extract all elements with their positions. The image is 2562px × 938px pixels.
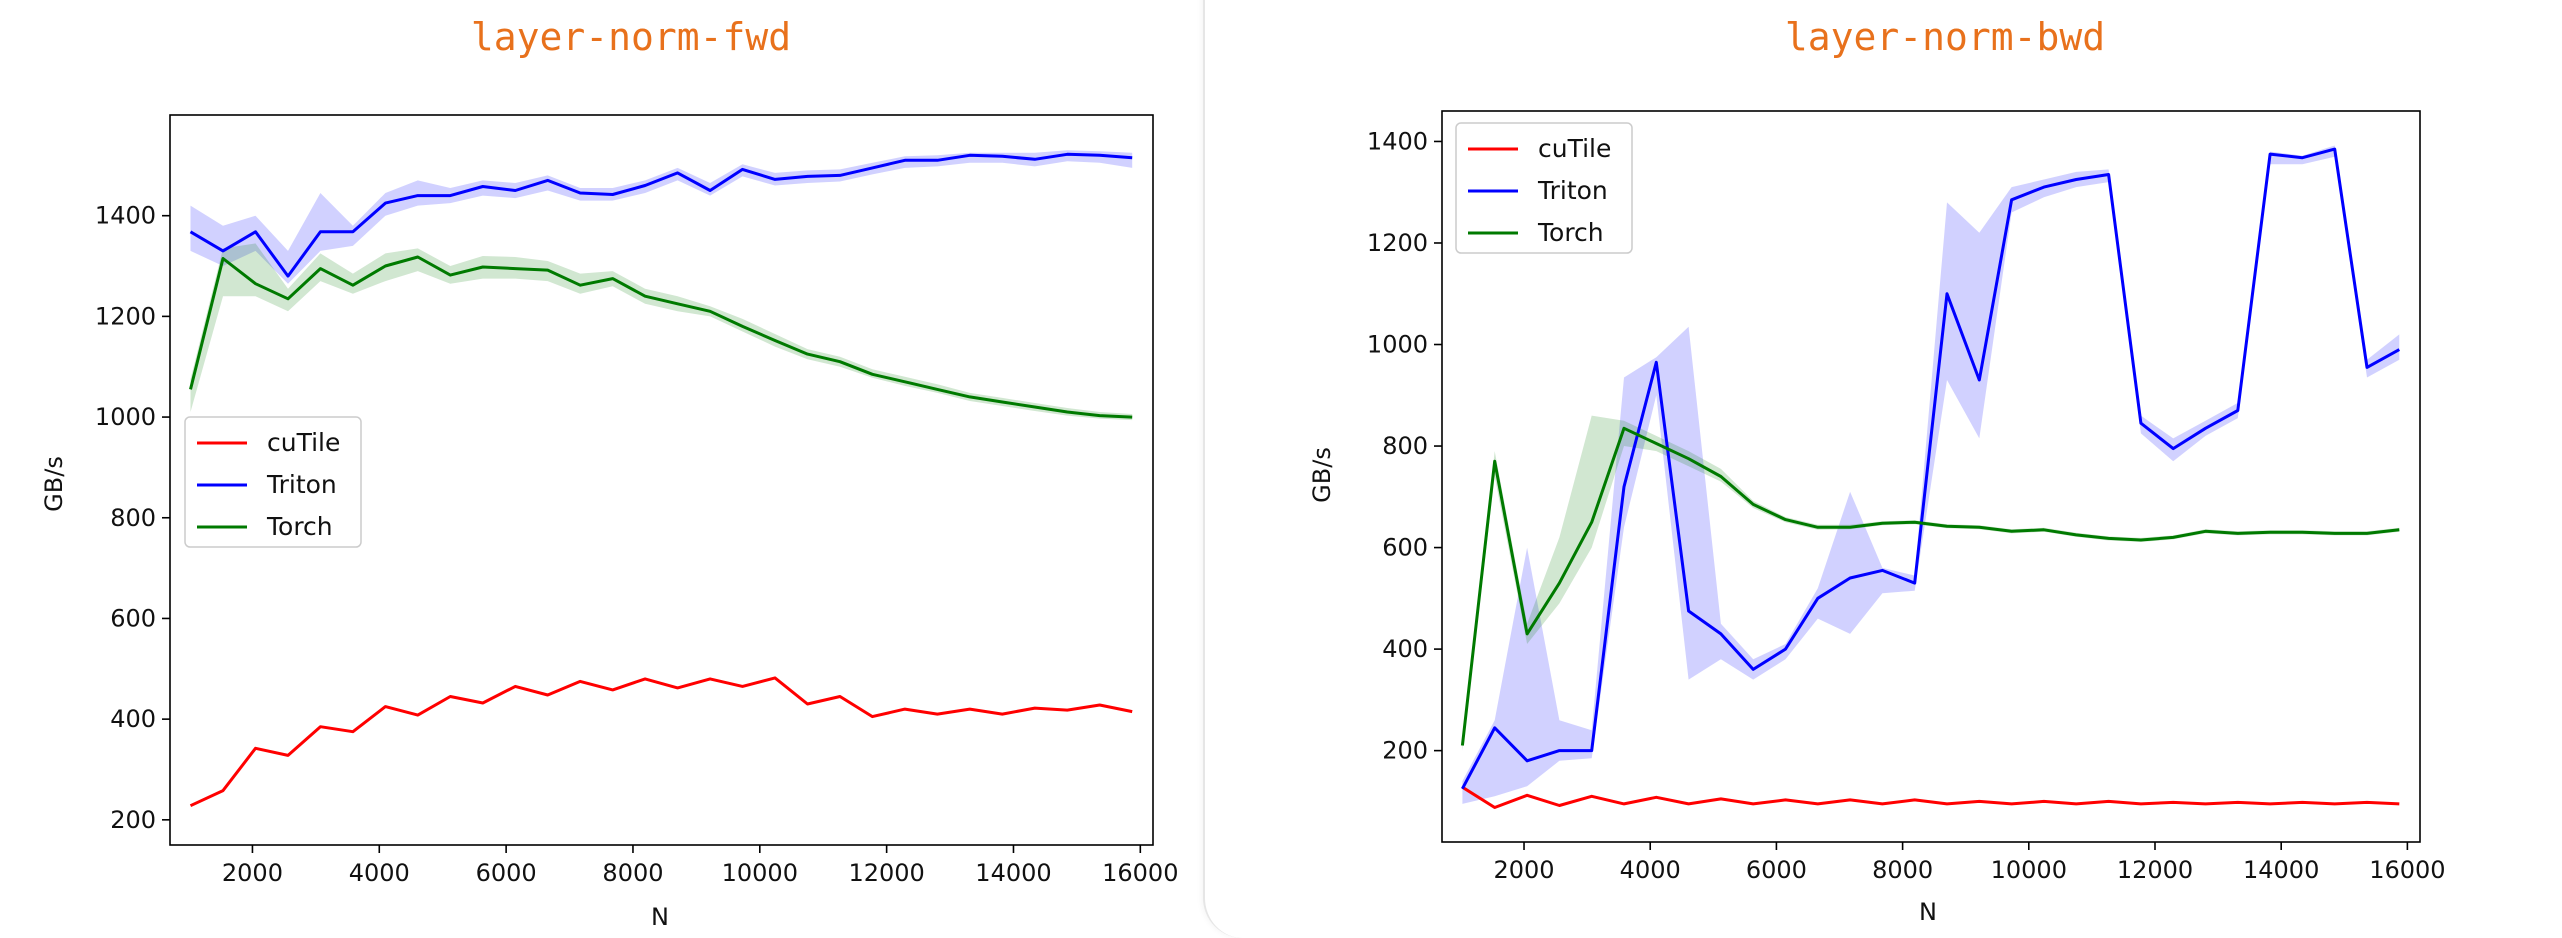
- legend-label-cutile: cuTile: [267, 428, 340, 457]
- y-axis-label: GB/s: [1308, 447, 1336, 503]
- x-tick-label: 8000: [602, 859, 663, 887]
- x-tick-label: 2000: [1493, 856, 1554, 884]
- x-tick-label: 16000: [2369, 856, 2445, 884]
- series-band-triton: [190, 150, 1133, 284]
- series-line-cutile: [1461, 785, 2400, 809]
- y-tick-label: 1400: [1367, 127, 1428, 155]
- series-band-triton: [1462, 145, 2400, 804]
- x-tick-label: 12000: [848, 859, 924, 887]
- y-tick-label: 800: [1382, 432, 1428, 460]
- y-tick-label: 200: [1382, 737, 1428, 765]
- x-tick-label: 4000: [349, 859, 410, 887]
- x-tick-label: 6000: [1746, 856, 1807, 884]
- legend-label-triton: Triton: [266, 470, 337, 499]
- y-tick-label: 600: [1382, 534, 1428, 562]
- y-tick-label: 600: [110, 604, 156, 632]
- series-line-triton: [189, 152, 1133, 278]
- chart-title: layer-norm-fwd: [471, 15, 791, 59]
- y-tick-label: 200: [110, 806, 156, 834]
- series-line-torch: [1460, 426, 2400, 746]
- legend-label-torch: Torch: [266, 512, 333, 541]
- y-tick-label: 1000: [1367, 331, 1428, 359]
- x-tick-label: 2000: [222, 859, 283, 887]
- x-tick-label: 14000: [2243, 856, 2319, 884]
- legend-label-torch: Torch: [1537, 218, 1604, 247]
- series-line-cutile: [189, 676, 1133, 808]
- series-band-torch: [190, 243, 1133, 421]
- series-line-torch: [189, 255, 1133, 419]
- y-axis-label: GB/s: [40, 456, 68, 512]
- legend-label-triton: Triton: [1537, 176, 1608, 205]
- y-tick-label: 400: [1382, 635, 1428, 663]
- x-tick-label: 6000: [476, 859, 537, 887]
- x-axis-label: N: [1919, 898, 1937, 926]
- y-tick-label: 800: [110, 504, 156, 532]
- y-tick-label: 400: [110, 705, 156, 733]
- y-tick-label: 1200: [1367, 229, 1428, 257]
- chart-title: layer-norm-bwd: [1785, 15, 2105, 59]
- x-tick-label: 16000: [1102, 859, 1178, 887]
- series-line-triton: [1461, 147, 2401, 790]
- x-tick-label: 10000: [722, 859, 798, 887]
- y-tick-label: 1200: [95, 302, 156, 330]
- legend: cuTile Triton Torch: [1455, 122, 1633, 254]
- y-tick-label: 1000: [95, 403, 156, 431]
- plot-frame: [1441, 110, 2421, 843]
- x-tick-label: 8000: [1872, 856, 1933, 884]
- legend: cuTile Triton Torch: [184, 416, 362, 548]
- x-tick-label: 10000: [1991, 856, 2067, 884]
- x-tick-label: 12000: [2117, 856, 2193, 884]
- x-tick-label: 4000: [1620, 856, 1681, 884]
- legend-box: [184, 416, 362, 548]
- legend-label-cutile: cuTile: [1538, 134, 1611, 163]
- x-tick-label: 14000: [975, 859, 1051, 887]
- legend-box: [1455, 122, 1633, 254]
- x-axis-label: N: [651, 903, 669, 931]
- y-tick-label: 1400: [95, 202, 156, 230]
- plot-frame: [169, 114, 1154, 846]
